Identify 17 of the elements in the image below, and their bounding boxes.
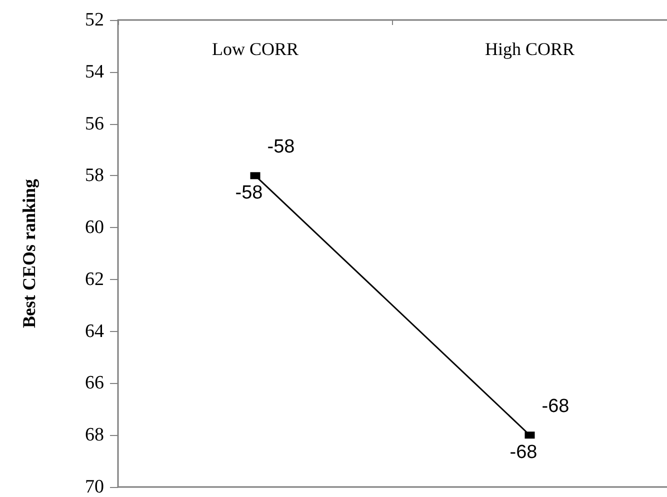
y-tick-label: 54 xyxy=(85,61,104,82)
annotation: -68 xyxy=(510,442,538,464)
x-tick-label: Low CORR xyxy=(212,39,299,59)
annotation: -58 xyxy=(267,136,295,158)
y-tick-label: 52 xyxy=(85,10,104,30)
y-tick-label: 70 xyxy=(85,476,104,497)
y-tick-label: 58 xyxy=(85,165,104,186)
y-tick-label: 68 xyxy=(85,424,104,446)
y-axis-title: Best CEOs ranking xyxy=(19,178,39,328)
y-tick-label: 66 xyxy=(85,372,104,394)
y-tick-label: 56 xyxy=(85,113,104,134)
annotation: -58 xyxy=(235,182,263,204)
x-tick-label: High CORR xyxy=(484,39,575,59)
y-tick-label: 60 xyxy=(85,217,104,238)
y-tick-label: 64 xyxy=(85,320,104,342)
annotation: -68 xyxy=(542,396,570,418)
y-tick-label: 62 xyxy=(85,268,104,290)
